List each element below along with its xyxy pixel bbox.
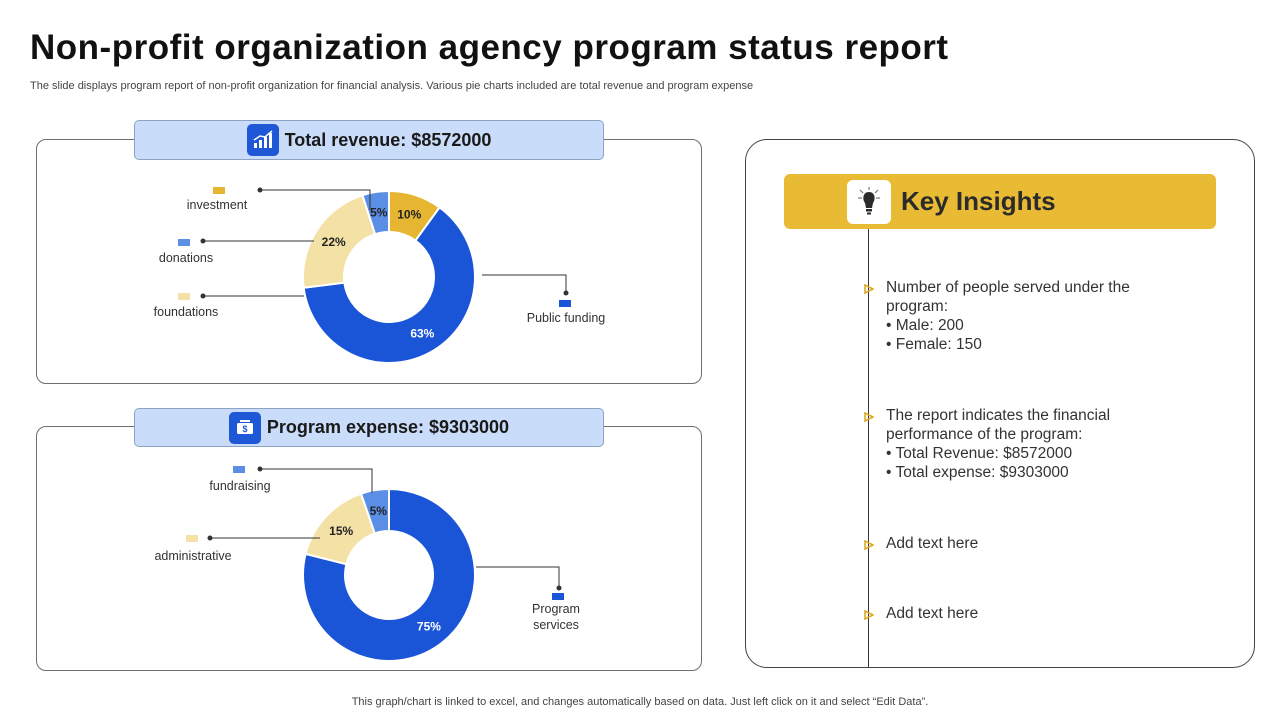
insight-line: performance of the program: — [886, 426, 1083, 443]
callout-investment: investment — [187, 187, 371, 212]
slice-donations — [361, 189, 390, 236]
callout-donations: donations — [159, 238, 314, 265]
expense-banner-label: Program expense: $9303000 — [266, 417, 510, 437]
callout-fundraising: fundraising — [209, 466, 373, 493]
pct-label-administrative: 15% — [329, 524, 353, 538]
insight-bullet-icon — [864, 409, 875, 423]
legend-label-program-services: services — [533, 618, 579, 632]
footer-note: This graph/chart is linked to excel, and… — [351, 696, 929, 708]
insight-line: The report indicates the financial — [886, 407, 1111, 424]
insights-title: Key Insights — [901, 186, 1056, 216]
legend-label-fundraising: fundraising — [209, 479, 270, 493]
callout-administrative: administrative — [154, 535, 320, 563]
slice-public-funding — [302, 206, 476, 364]
insights-banner: Key Insights — [784, 174, 1216, 229]
bar-chart-icon — [246, 124, 279, 156]
money-hand-icon: $ — [228, 411, 261, 444]
insight-bullet-icon — [864, 607, 875, 621]
legend-label-foundations: foundations — [154, 305, 219, 319]
insight-line: program: — [886, 298, 949, 315]
callout-program-services: Program services — [476, 566, 580, 632]
insight-item: The report indicates the financial perfor… — [886, 406, 1206, 482]
insight-line: • Total expense: $9303000 — [886, 464, 1069, 481]
legend-swatch-donations — [178, 239, 190, 246]
slice-fundraising — [359, 487, 390, 535]
insight-bullet-icon — [864, 537, 875, 551]
revenue-banner-label: Total revenue: $8572000 — [284, 129, 492, 150]
legend-label-public-funding: Public funding — [527, 311, 606, 325]
expense-banner: $ Program expense: $9303000 — [134, 408, 604, 447]
insight-line: • Male: 200 — [886, 317, 964, 334]
slice-program-services — [302, 487, 476, 662]
legend-swatch-public-funding — [559, 300, 571, 307]
insight-line: • Total Revenue: $8572000 — [886, 445, 1073, 462]
legend-label-program-services: Program — [532, 602, 580, 616]
callout-public-funding: Public funding — [482, 274, 606, 325]
insight-item: Add text here — [886, 604, 1206, 623]
insight-item: Number of people served under the program… — [886, 278, 1206, 354]
pct-label-public-funding: 63% — [410, 326, 434, 340]
insight-line: Add text here — [886, 535, 979, 552]
revenue-banner: Total revenue: $8572000 — [134, 120, 604, 160]
page-subtitle: The slide displays program report of non… — [30, 80, 754, 92]
legend-label-administrative: administrative — [154, 549, 231, 563]
legend-swatch-investment — [213, 187, 225, 194]
legend-label-investment: investment — [187, 198, 248, 212]
pct-label-investment: 10% — [397, 208, 421, 222]
pct-label-foundations: 22% — [322, 235, 346, 249]
pct-label-program-services: 75% — [417, 619, 441, 633]
insight-bullet-icon — [864, 281, 875, 295]
insight-item: Add text here — [886, 534, 1206, 553]
pct-label-fundraising: 5% — [370, 504, 388, 518]
insights-timeline — [868, 229, 869, 667]
legend-swatch-fundraising — [233, 466, 245, 473]
page-title: Non-profit organization agency program s… — [30, 28, 949, 67]
legend-swatch-foundations — [178, 293, 190, 300]
callout-foundations: foundations — [154, 293, 304, 319]
lightbulb-icon — [847, 179, 891, 224]
insight-line: • Female: 150 — [886, 336, 982, 353]
legend-swatch-administrative — [186, 535, 198, 542]
legend-swatch-program-services — [552, 593, 564, 600]
insight-line: Number of people served under the — [886, 279, 1130, 296]
insight-line: Add text here — [886, 605, 979, 622]
pct-label-donations: 5% — [370, 205, 388, 219]
svg-text:$: $ — [242, 424, 247, 434]
legend-label-donations: donations — [159, 251, 213, 265]
